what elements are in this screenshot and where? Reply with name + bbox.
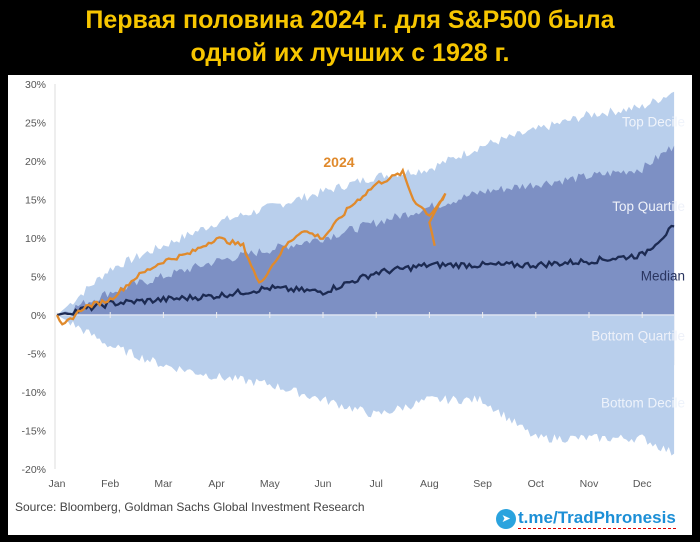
title-line-2: одной их лучших с 1928 г. xyxy=(190,39,510,67)
x-tick-label: Oct xyxy=(528,478,544,490)
band-label: Bottom Decile xyxy=(601,395,685,410)
band-label: Top Decile xyxy=(622,114,685,129)
x-tick-label: Mar xyxy=(154,478,173,490)
y-tick-label: 0% xyxy=(31,310,46,322)
series-median xyxy=(56,224,675,317)
series-label-2024: 2024 xyxy=(323,154,354,170)
band-label: Top Quartile xyxy=(612,199,685,214)
x-tick-label: Aug xyxy=(420,478,439,490)
x-tick-label: Jan xyxy=(49,478,66,490)
y-tick-label: 30% xyxy=(25,79,46,91)
x-tick-label: Jul xyxy=(369,478,382,490)
y-tick-label: 10% xyxy=(25,233,46,245)
y-tick-label: 5% xyxy=(31,272,46,284)
title-line-1: Первая половина 2024 г. для S&P500 была xyxy=(85,6,615,34)
y-tick-label: 15% xyxy=(25,195,46,207)
telegram-link[interactable]: ➤ t.me/TradPhronesis xyxy=(496,508,676,529)
source-note: Source: Bloomberg, Goldman Sachs Global … xyxy=(15,500,365,514)
y-tick-label: 20% xyxy=(25,156,46,168)
y-tick-label: -10% xyxy=(21,387,46,399)
band-bottom-decile xyxy=(57,315,675,456)
y-tick-label: -20% xyxy=(21,464,46,476)
x-tick-label: Nov xyxy=(580,478,599,490)
y-tick-label: -15% xyxy=(21,426,46,438)
band-label: Bottom Quartile xyxy=(591,328,685,343)
y-tick-label: -5% xyxy=(27,349,46,361)
x-tick-label: Dec xyxy=(633,478,652,490)
x-tick-label: Feb xyxy=(101,478,119,490)
series-2024 xyxy=(55,167,447,326)
band-label: Median xyxy=(641,268,685,283)
x-tick-label: Jun xyxy=(315,478,332,490)
band-top-quartile xyxy=(57,145,675,315)
x-tick-label: Sep xyxy=(473,478,492,490)
telegram-link-text: t.me/TradPhronesis xyxy=(518,508,676,529)
x-tick-label: Apr xyxy=(208,478,225,490)
y-tick-label: 25% xyxy=(25,118,46,130)
x-tick-label: May xyxy=(260,478,281,490)
telegram-icon: ➤ xyxy=(496,508,516,529)
